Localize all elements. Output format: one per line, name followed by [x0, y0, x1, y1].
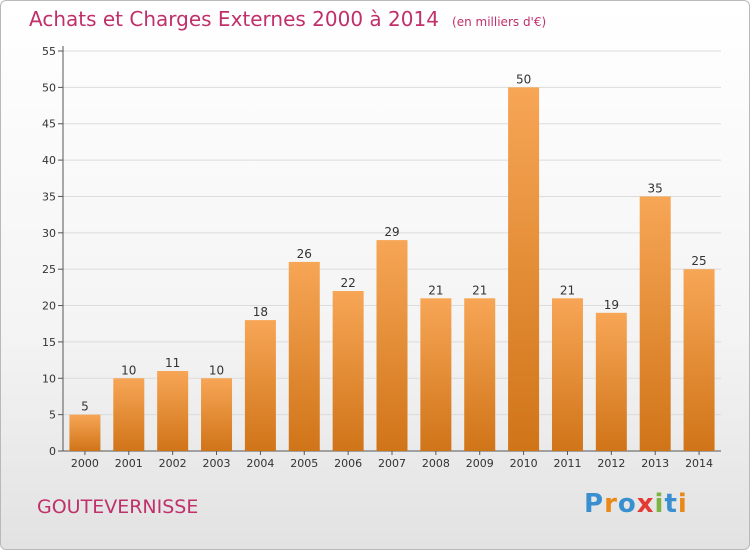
y-tick-label: 55	[42, 45, 56, 58]
bar	[201, 378, 233, 451]
logo-letter: t	[664, 489, 678, 519]
data-label: 25	[691, 254, 706, 268]
y-tick-label: 35	[42, 190, 56, 203]
data-label: 10	[209, 363, 224, 377]
x-tick-label: 2010	[510, 457, 538, 470]
bar	[288, 261, 320, 451]
bar	[683, 269, 715, 451]
data-label: 35	[648, 181, 663, 195]
y-tick-label: 40	[42, 154, 56, 167]
data-label: 10	[121, 363, 136, 377]
x-tick-label: 2002	[159, 457, 187, 470]
logo-letter: i	[654, 489, 665, 519]
y-tick-label: 0	[49, 445, 56, 458]
logo-letter: i	[677, 489, 688, 519]
logo-letter: P	[584, 489, 605, 519]
x-tick-label: 2008	[422, 457, 450, 470]
x-tick-label: 2004	[246, 457, 274, 470]
data-label: 50	[516, 72, 531, 86]
x-tick-label: 2014	[685, 457, 713, 470]
bar	[639, 196, 671, 451]
data-label: 21	[560, 283, 575, 297]
y-tick-label: 5	[49, 409, 56, 422]
logo-letter: x	[636, 489, 655, 519]
data-label: 21	[428, 283, 443, 297]
bar	[376, 240, 408, 451]
logo-letter: r	[604, 489, 618, 519]
data-label: 26	[297, 247, 312, 261]
proxiti-logo: Proxiti	[584, 489, 688, 519]
data-label: 11	[165, 356, 180, 370]
chart-title-block: Achats et Charges Externes 2000 à 2014 (…	[29, 7, 546, 31]
logo-letter: o	[617, 489, 637, 519]
x-tick-label: 2011	[553, 457, 581, 470]
bar	[157, 371, 189, 451]
data-label: 21	[472, 283, 487, 297]
x-tick-label: 2001	[115, 457, 143, 470]
data-label: 29	[384, 225, 399, 239]
bar	[420, 298, 452, 451]
y-tick-label: 30	[42, 227, 56, 240]
x-tick-label: 2000	[71, 457, 99, 470]
x-tick-label: 2006	[334, 457, 362, 470]
y-tick-label: 15	[42, 336, 56, 349]
bar	[464, 298, 496, 451]
place-name: GOUTEVERNISSE	[37, 496, 199, 518]
data-label: 18	[253, 305, 268, 319]
chart-unit: (en milliers d'€)	[452, 15, 547, 29]
chart-title: Achats et Charges Externes 2000 à 2014	[29, 7, 439, 31]
bar	[332, 291, 364, 451]
bar	[113, 378, 145, 451]
x-tick-label: 2003	[203, 457, 231, 470]
y-tick-label: 20	[42, 300, 56, 313]
y-tick-label: 50	[42, 81, 56, 94]
x-tick-label: 2007	[378, 457, 406, 470]
x-tick-label: 2009	[466, 457, 494, 470]
bar	[69, 414, 101, 451]
x-tick-label: 2013	[641, 457, 669, 470]
y-tick-label: 25	[42, 263, 56, 276]
y-tick-label: 10	[42, 372, 56, 385]
data-label: 5	[81, 400, 89, 414]
bar	[244, 320, 276, 451]
bar	[551, 298, 583, 451]
data-label: 19	[604, 298, 619, 312]
data-label: 22	[340, 276, 355, 290]
x-tick-label: 2012	[597, 457, 625, 470]
x-tick-label: 2005	[290, 457, 318, 470]
bar	[508, 87, 540, 451]
y-tick-label: 45	[42, 118, 56, 131]
bar	[595, 312, 627, 451]
